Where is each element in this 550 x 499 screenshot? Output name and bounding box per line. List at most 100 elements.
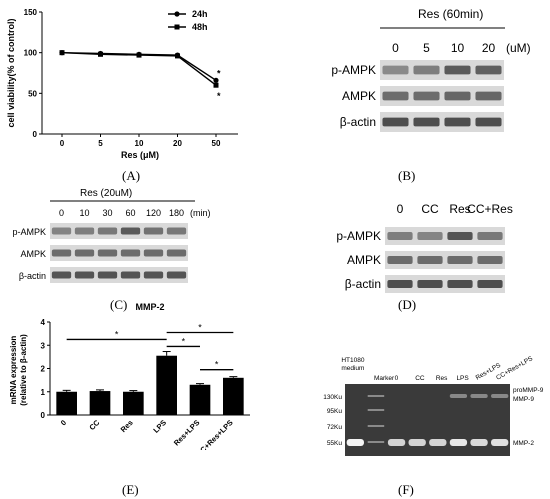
y-tick-label: 2 <box>41 365 46 374</box>
y-axis-label: mRNA expression <box>9 336 18 405</box>
mmp9-band <box>449 394 468 398</box>
x-tick-label: 20 <box>173 139 182 148</box>
lane-label: 20 <box>482 41 496 55</box>
blot-band <box>477 280 503 288</box>
blot-band <box>447 232 473 240</box>
blot-band <box>382 65 409 75</box>
blot-band <box>143 271 164 279</box>
row-label: β-actin <box>340 115 376 129</box>
lane-unit: (min) <box>190 208 211 218</box>
lane-label: 10 <box>451 41 465 55</box>
marker-label: 130Ku <box>323 394 342 401</box>
blot-band <box>417 280 443 288</box>
blot-band <box>387 256 413 264</box>
lane-label: 0 <box>59 208 64 218</box>
blot-band <box>382 91 409 101</box>
row-label: β-actin <box>19 271 46 281</box>
data-point <box>213 82 219 88</box>
row-label: AMPK <box>347 253 381 267</box>
blot-band <box>413 117 440 127</box>
mmp2-band <box>408 439 426 446</box>
blot-band <box>120 249 141 257</box>
legend-label: 48h <box>192 22 208 32</box>
bar <box>156 355 177 415</box>
blot-band <box>475 117 502 127</box>
y-tick-label: 150 <box>24 8 38 17</box>
mmp2-band <box>429 439 447 446</box>
blot-band <box>417 256 443 264</box>
significance-mark: * <box>182 336 186 346</box>
significance-mark: * <box>215 360 219 370</box>
significance-mark: * <box>115 329 119 339</box>
blot-band <box>444 65 471 75</box>
significance-mark: * <box>217 68 221 78</box>
chart-title: MMP-2 <box>136 302 165 312</box>
blot-c-title: Res (20uM) <box>80 188 132 199</box>
blot-band <box>413 65 440 75</box>
data-point <box>136 52 142 58</box>
marker-band <box>367 409 385 411</box>
lane-label: HT1080 <box>341 357 365 364</box>
significance-mark: * <box>198 322 202 332</box>
blot-band <box>444 117 471 127</box>
significance-mark: * <box>217 91 221 101</box>
x-axis-label: Res (μM) <box>121 150 159 160</box>
y-tick-label: 4 <box>41 318 46 327</box>
chart-e: MMP-2 0 1 2 3 4 mRNA expression (relative to β-… <box>9 302 250 450</box>
marker-band <box>367 425 385 427</box>
panel-label-d: (D) <box>398 297 417 312</box>
marker-label: 95Ku <box>327 408 343 415</box>
x-tick-label: CC <box>87 418 101 432</box>
row-label: AMPK <box>20 249 46 259</box>
blot-band <box>97 249 118 257</box>
lane-label: 180 <box>169 208 184 218</box>
blot-band <box>477 232 503 240</box>
blot-band <box>475 65 502 75</box>
chart-a: 0 50 100 150 0 5 10 20 50 Res (μM) cell viability(… <box>6 8 238 160</box>
blot-strip <box>385 275 505 293</box>
mmp2-band <box>470 439 488 446</box>
blot-band <box>477 256 503 264</box>
blot-band <box>74 271 95 279</box>
y-tick-label: 0 <box>41 411 46 420</box>
x-tick-label: CC+Res+LPS <box>194 418 234 450</box>
band-label: MMP-2 <box>513 440 534 447</box>
y-axis-label-sub: (relative to β-actin) <box>19 334 28 406</box>
blot-band <box>387 280 413 288</box>
marker-label: 55Ku <box>327 440 343 447</box>
lane-label: LPS <box>456 375 469 382</box>
lane-label: 0 <box>395 375 399 382</box>
x-tick-label: 10 <box>135 139 144 148</box>
data-point <box>59 50 65 56</box>
lane-unit: (uM) <box>506 41 531 55</box>
x-tick-label: LPS <box>151 418 168 435</box>
row-label: β-actin <box>345 277 381 291</box>
blot-band <box>74 249 95 257</box>
blot-band <box>447 280 473 288</box>
blot-strip <box>385 227 505 245</box>
lane-label: medium <box>341 365 364 372</box>
y-tick-label: 100 <box>24 49 38 58</box>
y-tick-label: 1 <box>41 388 46 397</box>
x-tick-label: 0 <box>60 139 65 148</box>
blot-band <box>120 227 141 235</box>
blot-band <box>51 271 72 279</box>
legend-label: 24h <box>192 9 208 19</box>
mmp2-band <box>387 439 406 446</box>
mmp9-band <box>470 394 488 398</box>
blot-b: Res (60min) 0 5 10 20 (uM) p-AMPK AMPK β-actin <box>331 7 531 132</box>
blot-band <box>417 232 443 240</box>
blot-band <box>143 227 164 235</box>
blot-c: Res (20uM) 0 10 30 60 120 180 (min) p-AMPK AMPK β… <box>12 188 211 283</box>
blot-band <box>51 227 72 235</box>
y-tick-label: 3 <box>41 341 46 350</box>
bar <box>189 384 211 415</box>
blot-band <box>387 232 413 240</box>
blot-strip <box>50 267 188 283</box>
lane-label: 30 <box>102 208 112 218</box>
lane-label: 0 <box>392 41 399 55</box>
mmp9-band <box>491 394 509 398</box>
band-label: MMP-9 <box>513 396 534 403</box>
row-label: AMPK <box>342 89 376 103</box>
